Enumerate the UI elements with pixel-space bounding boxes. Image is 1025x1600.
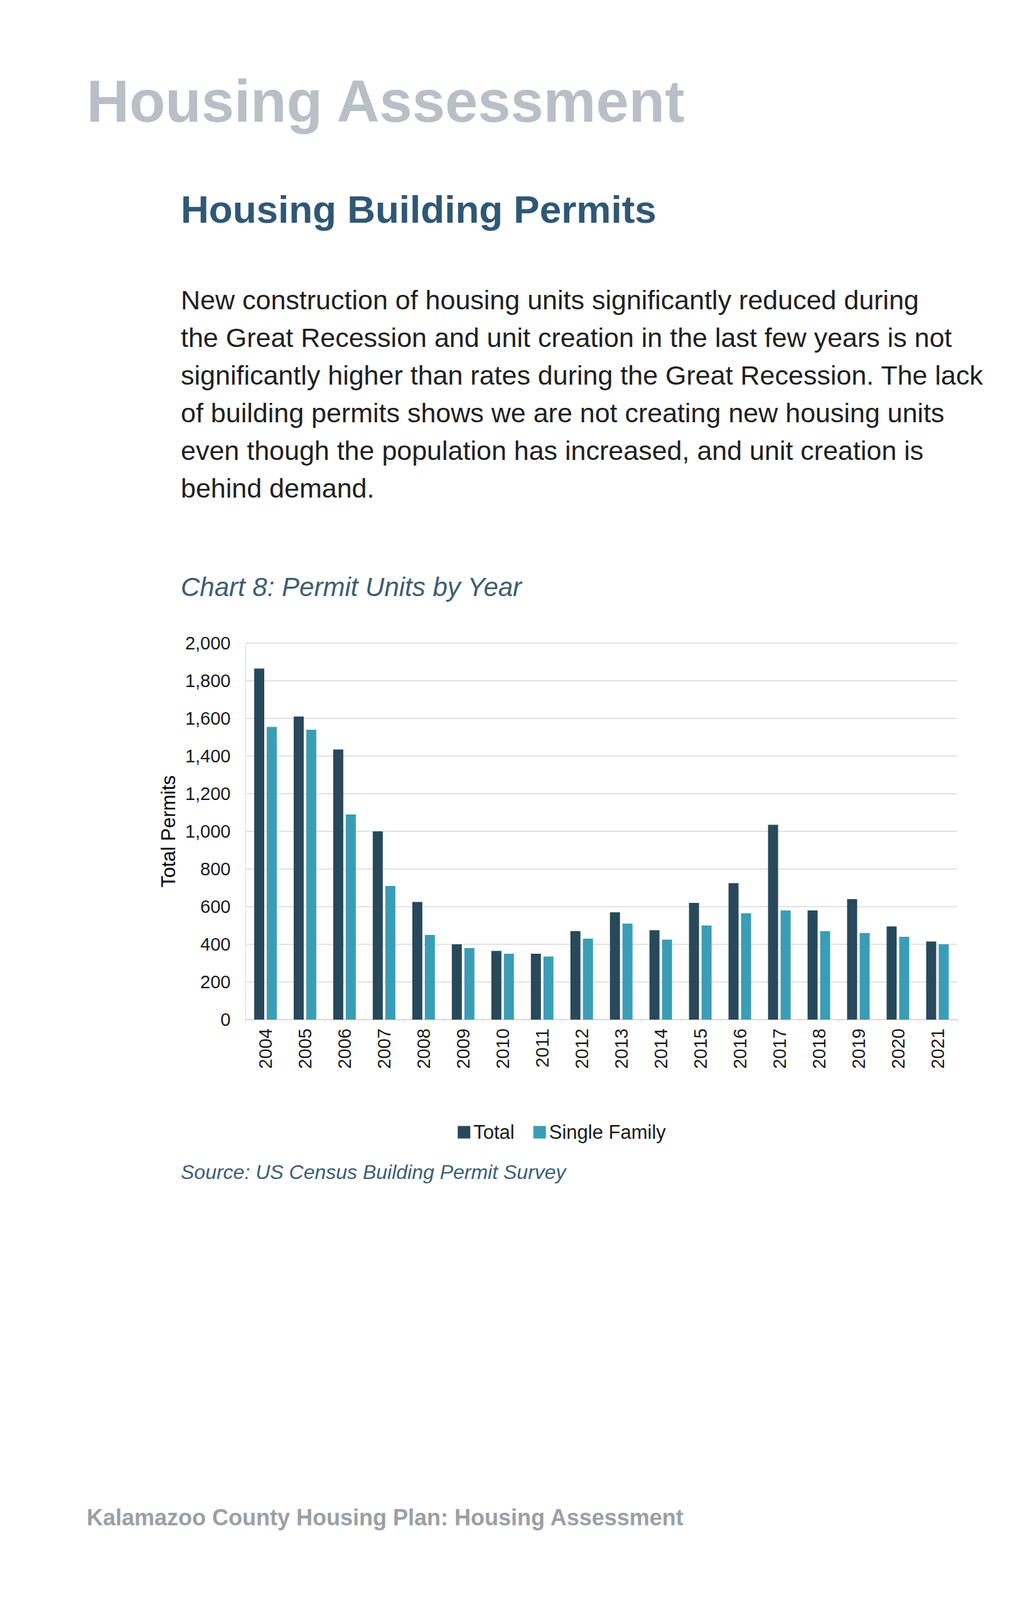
svg-text:2010: 2010 (492, 1028, 513, 1070)
svg-text:2019: 2019 (848, 1028, 869, 1070)
svg-text:2011: 2011 (532, 1028, 553, 1068)
svg-text:2013: 2013 (611, 1028, 632, 1070)
html-text:behind demand.: behind demand. (180, 473, 375, 504)
svg-text:2012: 2012 (571, 1028, 592, 1070)
svg-text:2017: 2017 (769, 1028, 790, 1070)
svg-text:2004: 2004 (255, 1028, 276, 1070)
html-text:Kalamazoo County Housing Plan:: Kalamazoo County Housing Plan: Housing A… (86, 1505, 684, 1531)
svg-text:Total Permits: Total Permits (157, 775, 180, 888)
svg-text:2021: 2021 (927, 1028, 948, 1070)
html-text:Chart 8: Permit Units by Year: Chart 8: Permit Units by Year (180, 572, 522, 602)
svg-text:Total: Total (473, 1121, 515, 1144)
html-text:Source: US Census Building Per: Source: US Census Building Permit Survey (180, 1161, 566, 1184)
svg-text:1,800: 1,800 (185, 670, 231, 692)
svg-text:600: 600 (200, 896, 231, 918)
svg-text:2018: 2018 (809, 1028, 830, 1070)
svg-text:2005: 2005 (295, 1028, 316, 1070)
html-text:Housing Assessment: Housing Assessment (86, 68, 685, 135)
svg-text:0: 0 (220, 1009, 231, 1031)
svg-text:2014: 2014 (650, 1028, 671, 1070)
html-text:even though the population has: even though the population has increased… (180, 435, 924, 466)
html-text:of building permits shows we a: of building permits shows we are not cre… (180, 397, 945, 429)
svg-text:1,200: 1,200 (185, 783, 231, 805)
html-text:Housing Building Permits: Housing Building Permits (180, 187, 657, 231)
svg-text:200: 200 (200, 972, 231, 993)
svg-text:400: 400 (200, 934, 231, 955)
svg-text:Single Family: Single Family (549, 1121, 667, 1144)
svg-text:1,000: 1,000 (185, 821, 231, 842)
svg-text:1,600: 1,600 (185, 708, 231, 729)
svg-text:2006: 2006 (334, 1028, 355, 1070)
html-text:New construction of housing un: New construction of housing units signif… (180, 284, 919, 316)
svg-text:2009: 2009 (453, 1028, 474, 1070)
svg-text:2007: 2007 (374, 1028, 395, 1070)
svg-text:2015: 2015 (690, 1028, 711, 1070)
svg-text:2,000: 2,000 (185, 633, 231, 654)
html-text:the Great Recession and unit c: the Great Recession and unit creation in… (180, 322, 952, 353)
svg-text:1,400: 1,400 (185, 746, 231, 767)
html-text:significantly higher than rate: significantly higher than rates during t… (180, 360, 983, 391)
svg-text:2020: 2020 (888, 1028, 909, 1070)
svg-text:800: 800 (200, 859, 231, 880)
svg-text:2016: 2016 (729, 1028, 751, 1070)
svg-text:2008: 2008 (413, 1028, 434, 1070)
